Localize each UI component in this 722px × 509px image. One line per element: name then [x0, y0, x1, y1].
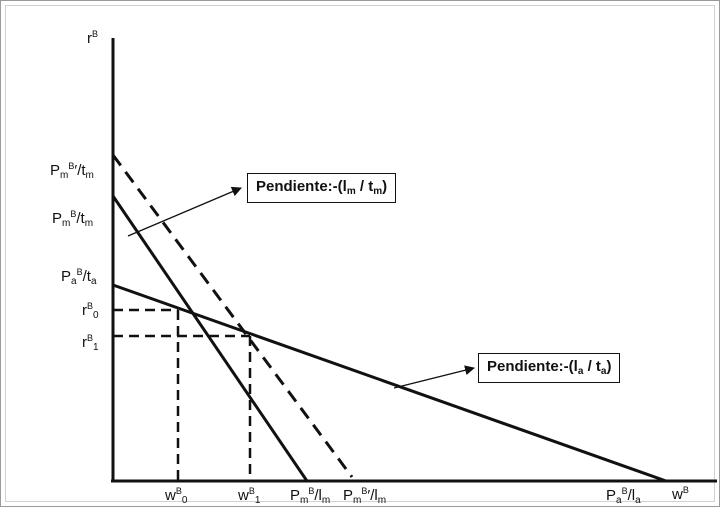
- y-label-pmb-prime-tm: PmB′/tm: [50, 161, 94, 181]
- x-label-wb1: wB1: [238, 486, 261, 506]
- slope-m-arrow: [127, 186, 242, 237]
- x-label-wb0: wB0: [165, 486, 188, 506]
- x-label-pmb-lm: PmB/lm: [290, 486, 331, 506]
- slope-a-arrow: [393, 365, 475, 389]
- x-label-pmb-prime-lm: PmB′/lm: [343, 486, 387, 506]
- bid-rent-line-a: [112, 283, 667, 483]
- y-label-rb0: rB0: [82, 301, 99, 321]
- slope-m-annotation: Pendiente:-(lm / tm): [247, 173, 397, 203]
- y-axis-title: rB: [87, 29, 99, 47]
- x-axis-title: wB: [672, 485, 689, 503]
- x-label-pab-la: PaB/la: [606, 486, 641, 506]
- y-label-rb1: rB1: [82, 333, 99, 353]
- y-label-pab-ta: PaB/ta: [61, 267, 97, 287]
- slope-a-annotation: Pendiente:-(la / ta): [478, 353, 621, 383]
- y-label-pmb-tm: PmB/tm: [52, 209, 94, 229]
- bid-rent-line-m-prime: [111, 154, 354, 478]
- bid-rent-line-m: [111, 195, 309, 482]
